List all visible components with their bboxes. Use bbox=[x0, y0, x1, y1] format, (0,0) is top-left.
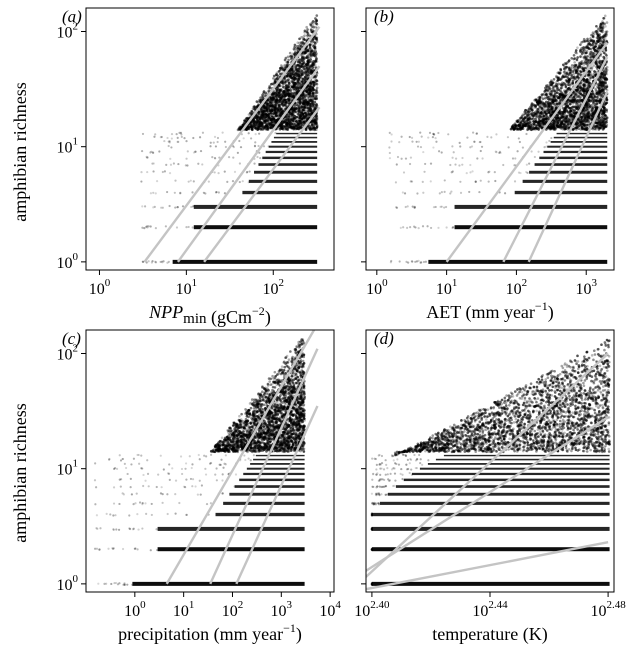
x-tick-label: 102 bbox=[506, 277, 528, 298]
y-tick-label: 100 bbox=[57, 251, 79, 272]
x-axis-label: AET (mm year−1) bbox=[426, 299, 553, 323]
y-tick-label: 100 bbox=[57, 573, 79, 594]
x-tick-label: 101 bbox=[176, 277, 198, 298]
fit-line-2 bbox=[176, 65, 321, 263]
fit-line-2 bbox=[209, 348, 319, 585]
y-tick-label: 101 bbox=[57, 136, 79, 157]
fit-line-2 bbox=[502, 56, 609, 263]
x-tick-label: 100 bbox=[89, 277, 111, 298]
x-tick-label: 102 bbox=[222, 599, 244, 620]
fit-line-2 bbox=[366, 416, 609, 572]
fit-line-1 bbox=[445, 41, 609, 263]
fit-line-3 bbox=[203, 106, 321, 263]
fit-line-1 bbox=[366, 352, 609, 578]
x-tick-label: 102.44 bbox=[472, 599, 508, 620]
point-cloud bbox=[388, 14, 609, 264]
panel-d: 102.40 102.44 102.48 (d) temperature (K) bbox=[354, 329, 626, 645]
fit-line-3 bbox=[527, 91, 609, 263]
y-tick-label: 102 bbox=[57, 343, 79, 364]
x-tick-label: 103 bbox=[575, 277, 597, 298]
panel-label: (c) bbox=[62, 329, 81, 348]
fit-line-3 bbox=[366, 541, 609, 591]
plot-frame bbox=[85, 329, 335, 593]
x-tick-label: 104 bbox=[319, 599, 341, 620]
x-axis-label: NPPmin (gCm−2) bbox=[148, 302, 271, 328]
x-tick-label: 102 bbox=[263, 277, 285, 298]
panel-label: (d) bbox=[374, 329, 394, 348]
y-axis-label-top: amphibian richness bbox=[10, 82, 30, 221]
panel-label: (a) bbox=[62, 7, 82, 26]
panel-b: 100 101 102 103 (b) AET (mm year−1) bbox=[361, 7, 615, 323]
point-cloud bbox=[140, 14, 319, 264]
x-tick-label: 100 bbox=[124, 599, 146, 620]
panel-label: (b) bbox=[374, 7, 394, 26]
x-axis-label: precipitation (mm year−1) bbox=[118, 621, 302, 645]
x-tick-label: 102.48 bbox=[590, 599, 626, 620]
plot-frame bbox=[85, 7, 335, 271]
x-tick-label: 103 bbox=[271, 599, 293, 620]
fit-line-3 bbox=[235, 405, 319, 585]
point-cloud bbox=[370, 338, 611, 586]
y-tick-label: 102 bbox=[57, 21, 79, 42]
x-tick-label: 101 bbox=[436, 277, 458, 298]
y-tick-label: 101 bbox=[57, 458, 79, 479]
x-tick-label: 100 bbox=[366, 277, 388, 298]
x-axis-label: temperature (K) bbox=[432, 624, 547, 645]
plot-frame bbox=[365, 7, 615, 271]
y-axis-label-bottom: amphibian richness bbox=[10, 403, 30, 542]
x-tick-label: 102.40 bbox=[354, 599, 390, 620]
panel-c: 100 101 102 100 101 102 103 104 (c) precipitation… bbox=[57, 329, 342, 645]
fit-line-1 bbox=[165, 330, 316, 585]
fit-line-1 bbox=[143, 26, 321, 263]
x-tick-label: 101 bbox=[173, 599, 195, 620]
point-cloud bbox=[93, 338, 306, 586]
